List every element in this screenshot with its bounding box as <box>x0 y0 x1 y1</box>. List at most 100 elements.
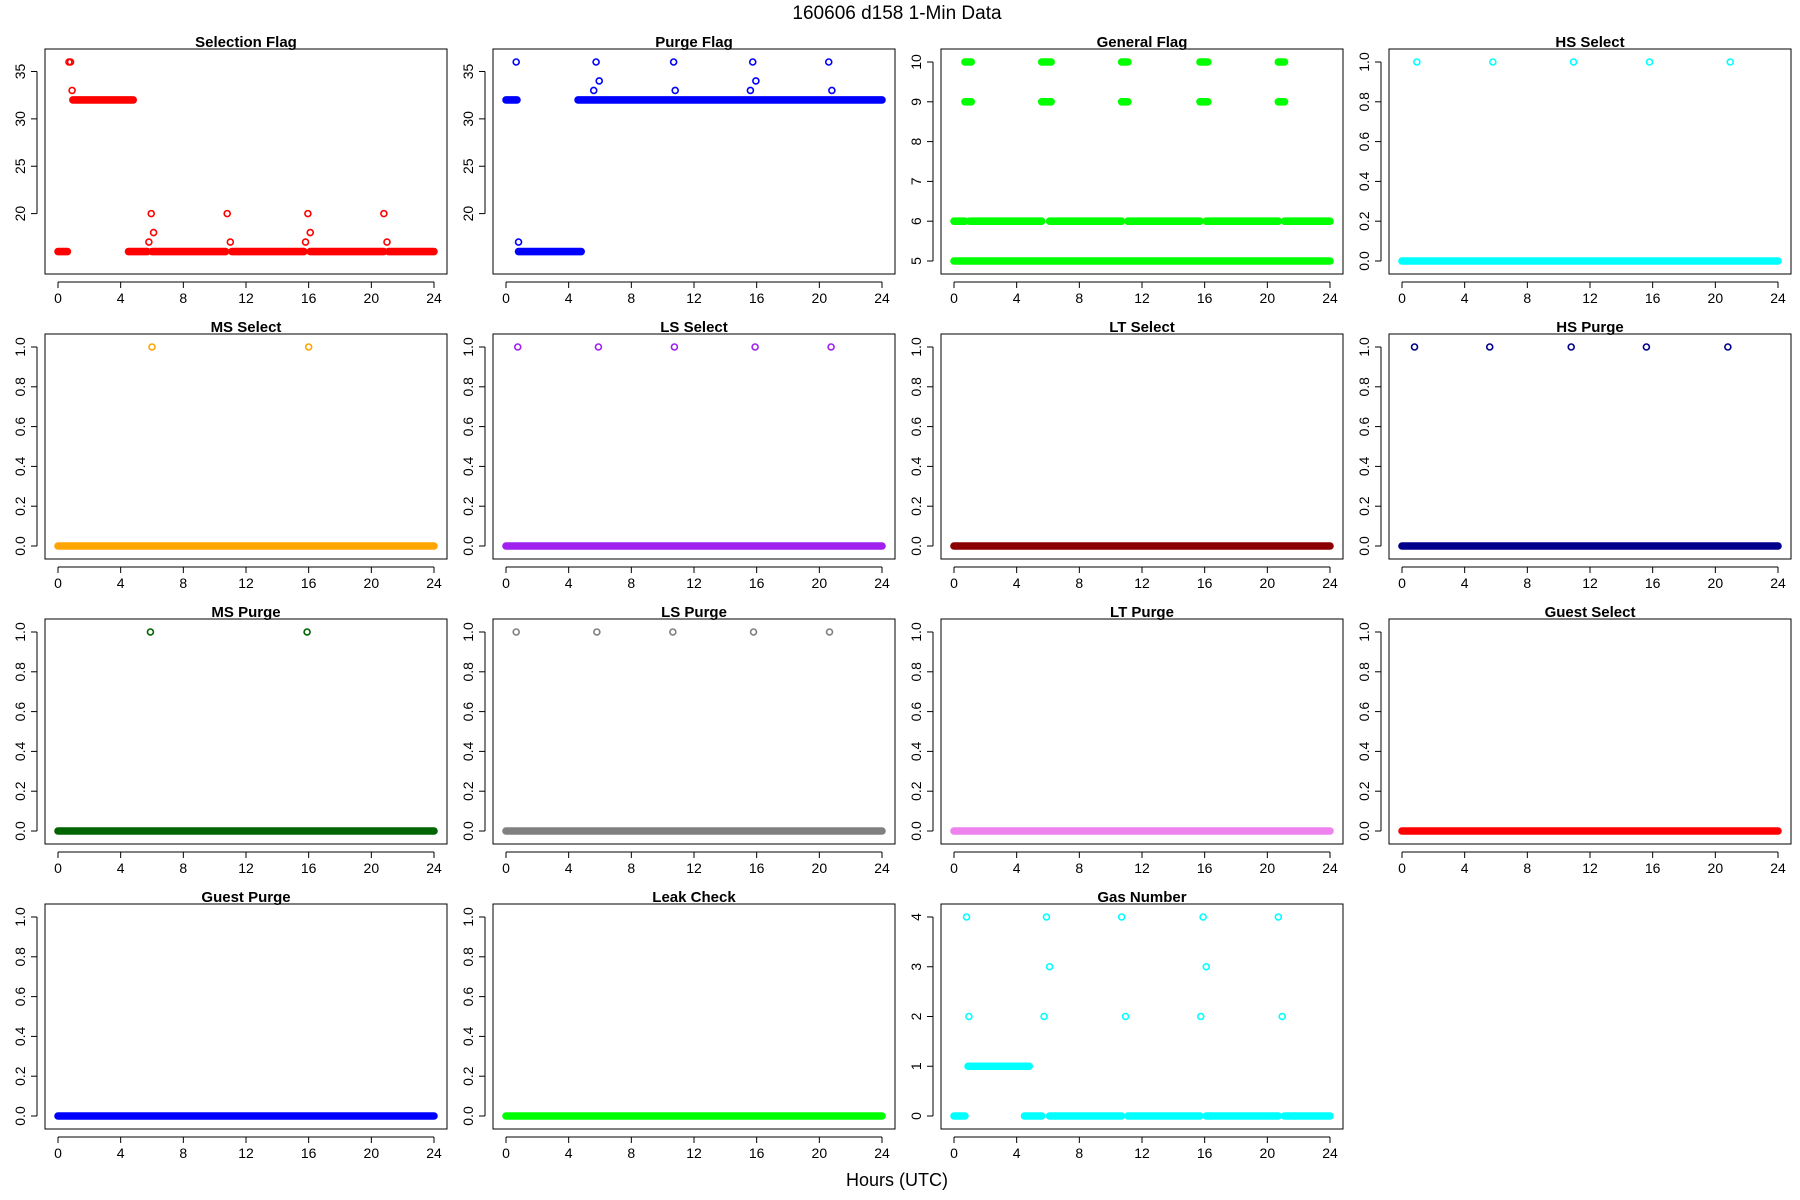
y-tick-label: 0.6 <box>1356 132 1372 152</box>
x-tick-label: 4 <box>565 575 573 591</box>
y-tick-label: 0.0 <box>1356 821 1372 841</box>
x-axis: 0 4 8 12 16 20 24 <box>502 566 890 591</box>
y-tick-label: 0.2 <box>908 496 924 516</box>
data-point <box>301 238 310 246</box>
y-tick-label: 1.0 <box>1356 622 1372 642</box>
x-tick-label: 20 <box>1260 1145 1276 1161</box>
x-tick-label: 12 <box>1134 575 1150 591</box>
y-tick-label: 0.4 <box>1356 741 1372 761</box>
y-tick-label: 0.8 <box>12 947 28 967</box>
x-tick-label: 20 <box>364 575 380 591</box>
plot-frame <box>44 903 448 1130</box>
x-tick-label: 20 <box>812 575 828 591</box>
y-tick-label: 0.8 <box>460 947 476 967</box>
x-tick-label: 4 <box>117 1145 125 1161</box>
data-point <box>68 86 76 95</box>
x-axis: 0 4 8 12 16 20 24 <box>502 1136 890 1161</box>
panel-title: Gas Number <box>1097 889 1186 906</box>
x-tick-label: 16 <box>749 575 765 591</box>
x-axis: 0 4 8 12 16 20 24 <box>54 566 442 591</box>
x-tick-label: 4 <box>1461 290 1469 306</box>
x-tick-label: 4 <box>1461 575 1469 591</box>
y-tick-label: 1.0 <box>12 622 28 642</box>
data-point <box>304 209 312 218</box>
panel: HS Purge 0 4 8 12 16 20 24 0.0 0.2 0.4 0.6 0.8 1.0 <box>1356 319 1792 591</box>
x-axis: 0 4 8 12 16 20 24 <box>54 281 442 306</box>
y-tick-label: 0.4 <box>908 456 924 476</box>
panel: MS Select 0 4 8 12 16 20 24 0.0 0.2 0.4 0.6 0.8 1.0 <box>12 319 448 591</box>
panel-title: Guest Purge <box>201 889 290 906</box>
y-tick-label: 0.0 <box>460 1106 476 1126</box>
y-tick-label: 0.4 <box>12 456 28 476</box>
x-tick-label: 0 <box>502 1145 510 1161</box>
y-tick-label: 0.6 <box>1356 702 1372 722</box>
x-axis: 0 4 8 12 16 20 24 <box>1398 281 1786 306</box>
x-tick-label: 12 <box>1582 860 1598 876</box>
y-axis: 0.0 0.2 0.4 0.6 0.8 1.0 <box>12 337 38 556</box>
x-tick-label: 16 <box>749 860 765 876</box>
y-tick-label: 0.6 <box>12 417 28 437</box>
x-tick-label: 12 <box>1582 575 1598 591</box>
data-point <box>146 628 155 636</box>
y-tick-label: 0.2 <box>12 1066 28 1086</box>
panel-title: LS Purge <box>661 604 727 621</box>
y-tick-label: 0.0 <box>12 536 28 556</box>
y-tick-label: 0.2 <box>1356 781 1372 801</box>
x-tick-label: 0 <box>54 290 62 306</box>
plot-frame <box>492 333 896 560</box>
x-axis: 0 4 8 12 16 20 24 <box>54 1136 442 1161</box>
data-series <box>54 628 438 835</box>
x-tick-label: 0 <box>54 1145 62 1161</box>
data-point <box>749 628 758 636</box>
panel: MS Purge 0 4 8 12 16 20 24 0.0 0.2 0.4 0.6 0.8 1.0 <box>12 604 448 876</box>
data-point <box>1489 58 1497 66</box>
plot-frame <box>1388 48 1792 275</box>
x-tick-label: 24 <box>426 1145 442 1161</box>
data-point <box>66 58 75 66</box>
data-point <box>512 628 520 636</box>
data-point <box>1642 343 1651 351</box>
x-tick-label: 12 <box>686 1145 702 1161</box>
y-tick-label: 0.8 <box>908 662 924 682</box>
data-point <box>825 628 834 636</box>
y-tick-label: 0.8 <box>12 377 28 397</box>
x-tick-label: 16 <box>1645 290 1661 306</box>
y-tick-label: 2 <box>908 1012 924 1020</box>
y-tick-label: 0.0 <box>12 821 28 841</box>
y-axis: 0.0 0.2 0.4 0.6 0.8 1.0 <box>460 907 486 1126</box>
x-tick-label: 20 <box>364 290 380 306</box>
data-point <box>589 86 598 95</box>
data-point <box>383 238 391 246</box>
plot-frame <box>940 618 1344 845</box>
panel: Leak Check 0 4 8 12 16 20 24 0.0 0.2 0.4 0.6 0.8 1.0 <box>460 889 896 1161</box>
y-tick-label: 6 <box>908 217 924 225</box>
x-tick-label: 0 <box>502 290 510 306</box>
data-point <box>752 77 760 85</box>
x-tick-label: 0 <box>950 860 958 876</box>
x-tick-label: 20 <box>364 860 380 876</box>
data-point <box>669 58 678 66</box>
x-tick-label: 16 <box>301 575 317 591</box>
data-point <box>965 1012 973 1021</box>
x-tick-label: 0 <box>1398 860 1406 876</box>
x-tick-label: 12 <box>686 575 702 591</box>
x-tick-label: 12 <box>238 1145 254 1161</box>
y-tick-label: 1.0 <box>460 907 476 927</box>
x-tick-label: 20 <box>364 1145 380 1161</box>
data-point <box>303 628 311 636</box>
x-tick-label: 24 <box>1322 860 1338 876</box>
panel-title: Leak Check <box>652 889 736 906</box>
y-tick-label: 0.4 <box>460 456 476 476</box>
data-point <box>671 86 680 95</box>
x-tick-label: 24 <box>426 290 442 306</box>
panel-title: LS Select <box>660 319 728 336</box>
y-tick-label: 0.0 <box>1356 251 1372 271</box>
y-tick-label: 0.8 <box>460 662 476 682</box>
panel: LT Select 0 4 8 12 16 20 24 0.0 0.2 0.4 0.6 0.8 1.0 <box>908 319 1344 591</box>
data-point <box>226 238 235 246</box>
y-tick-label: 7 <box>908 177 924 185</box>
panel-title: Selection Flag <box>195 34 297 51</box>
data-point <box>1042 913 1051 921</box>
x-tick-label: 0 <box>950 1145 958 1161</box>
